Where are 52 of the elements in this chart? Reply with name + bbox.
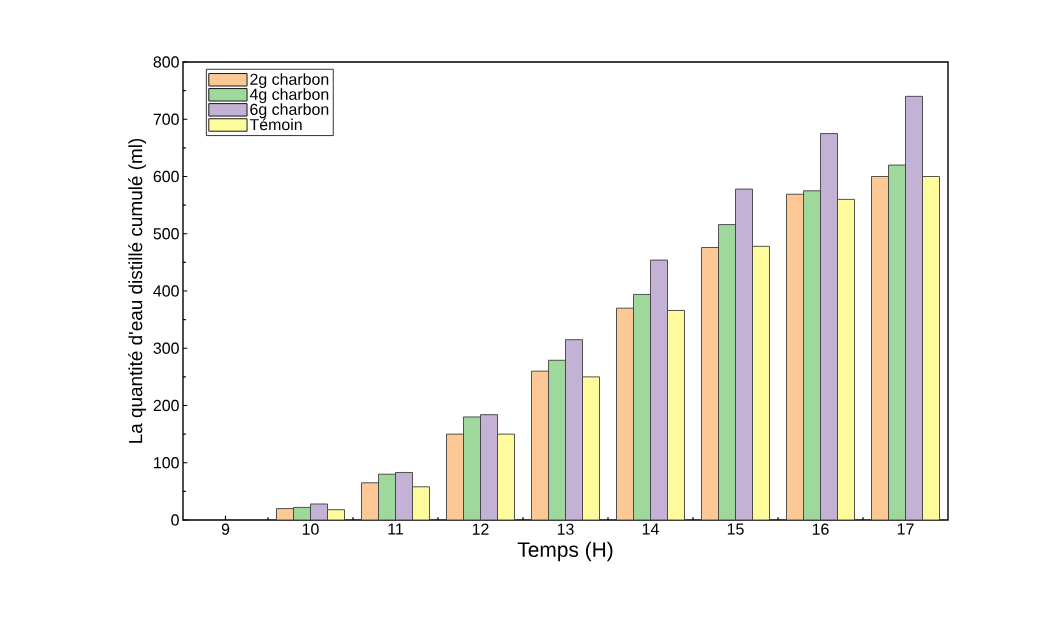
bar	[735, 189, 753, 520]
y-tick-label: 300	[153, 342, 179, 354]
bar	[412, 486, 430, 520]
bar	[667, 310, 685, 520]
bar	[378, 474, 396, 520]
legend-label: 2g charbon	[250, 73, 329, 89]
bar	[650, 260, 668, 520]
bar	[922, 176, 940, 520]
bar	[803, 190, 821, 520]
x-tick-label: 17	[897, 523, 914, 535]
bar	[786, 194, 804, 520]
bar	[837, 199, 855, 520]
bar	[565, 339, 583, 520]
y-tick-label: 100	[154, 457, 179, 469]
x-tick-label: 15	[727, 523, 744, 535]
bar	[752, 246, 770, 520]
x-tick-label: 9	[221, 523, 230, 535]
bar	[888, 164, 906, 520]
x-tick-label: 11	[388, 523, 403, 535]
bar	[446, 434, 464, 520]
y-axis-title: La quantité d'eau distillé cumulé (ml)	[128, 138, 147, 443]
x-tick-label: 14	[642, 523, 659, 535]
y-tick-label: 500	[153, 228, 179, 240]
bar	[395, 472, 413, 520]
y-tick-label: 600	[153, 170, 179, 183]
legend-label: 4g charbon	[249, 88, 329, 104]
bar	[497, 434, 515, 520]
x-axis-title: Temps (H)	[517, 541, 613, 562]
x-tick-label: 10	[302, 523, 319, 535]
bar	[582, 376, 600, 520]
bar	[361, 482, 379, 520]
y-tick-label: 0	[171, 514, 179, 526]
bar	[616, 308, 634, 520]
bar	[463, 416, 481, 520]
bar	[480, 414, 498, 520]
y-tick-label: 800	[153, 56, 179, 68]
y-tick-label: 400	[153, 285, 179, 297]
x-tick-label: 12	[472, 523, 489, 535]
y-tick-label: 200	[153, 399, 179, 412]
bar	[531, 371, 549, 520]
legend-label: Témoin	[249, 118, 302, 131]
bar	[718, 224, 736, 520]
bar	[633, 294, 651, 520]
y-tick-label: 700	[153, 113, 179, 125]
x-tick-label: 16	[812, 523, 829, 535]
bar	[871, 176, 889, 520]
x-tick-label: 13	[557, 523, 574, 535]
bar	[820, 133, 838, 520]
bar	[905, 95, 923, 520]
bar	[548, 360, 566, 520]
bar	[701, 247, 719, 520]
legend-label: 6g charbon	[250, 103, 329, 119]
